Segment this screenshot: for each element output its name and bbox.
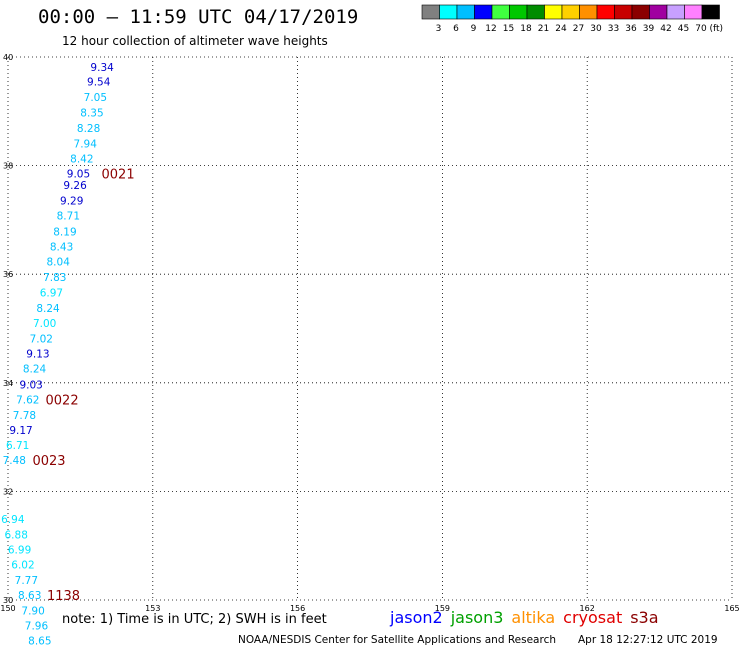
y-tick-label: 30 (3, 596, 13, 605)
legend-item: jason2 (390, 608, 443, 627)
y-tick-label: 34 (3, 379, 13, 388)
wave-height-value: 7.02 (30, 333, 53, 345)
wave-height-value: 8.04 (47, 257, 71, 269)
chart-title: 00:00 – 11:59 UTC 04/17/2019 (38, 6, 359, 28)
colorbar-unit: (ft) (710, 24, 724, 34)
wave-height-value: 9.03 (19, 379, 42, 391)
wave-height-value: 7.90 (21, 605, 44, 617)
wave-height-value: 7.62 (16, 395, 39, 407)
colorbar-label: 27 (573, 24, 584, 34)
footnote: note: 1) Time is in UTC; 2) SWH is in fe… (62, 612, 327, 627)
wave-height-value: 8.65 (28, 636, 51, 648)
wave-height-value: 7.77 (15, 575, 38, 587)
pass-time-label: 1138 (47, 589, 80, 604)
satellite-legend: jason2 jason3 altika cryosat s3a (390, 608, 667, 627)
x-tick-label: 153 (145, 604, 160, 613)
credit-text: NOAA/NESDIS Center for Satellite Applica… (238, 634, 556, 646)
wave-height-value: 7.00 (33, 318, 56, 330)
wave-height-value: 7.48 (3, 455, 26, 467)
wave-height-value: 8.43 (50, 242, 73, 254)
colorbar-label: 39 (643, 24, 655, 34)
colorbar-label: 30 (590, 24, 602, 34)
wave-height-value: 8.71 (57, 211, 80, 223)
colorbar-label: 45 (678, 24, 689, 34)
wave-height-value: 8.24 (36, 303, 60, 315)
y-tick-label: 40 (3, 53, 13, 62)
wave-height-value: 6.71 (6, 440, 29, 452)
wave-height-value: 6.02 (11, 560, 34, 572)
colorbar-label: 21 (538, 24, 549, 34)
colorbar-swatch (701, 4, 720, 20)
legend-item: cryosat (563, 608, 623, 627)
x-tick-label: 156 (290, 604, 305, 613)
colorbar-label: 9 (471, 24, 477, 34)
pass-time-label: 0023 (32, 454, 65, 469)
wave-height-value: 8.19 (53, 226, 76, 238)
generation-timestamp: Apr 18 12:27:12 UTC 2019 (578, 634, 718, 646)
wave-height-value: 7.78 (13, 410, 36, 422)
wave-height-value: 7.96 (25, 621, 49, 633)
wave-height-value: 8.42 (70, 154, 93, 166)
x-tick-label: 165 (724, 604, 739, 613)
wave-height-value: 9.54 (87, 76, 111, 88)
colorbar-label: 42 (660, 24, 671, 34)
wave-height-value: 8.63 (18, 590, 41, 602)
colorbar-label: 36 (625, 24, 637, 34)
colorbar-label: 6 (453, 24, 459, 34)
x-tick-label: 162 (580, 604, 595, 613)
wave-height-value: 9.26 (63, 180, 87, 192)
pass-time-label: 0022 (46, 394, 79, 409)
colorbar-label: 70 (695, 24, 707, 34)
wave-height-value: 6.99 (8, 545, 31, 557)
chart-subtitle: 12 hour collection of altimeter wave hei… (62, 34, 328, 48)
colorbar-label: 18 (520, 24, 532, 34)
colorbar-label: 3 (436, 24, 442, 34)
y-tick-label: 32 (3, 487, 13, 496)
legend-item: jason3 (450, 608, 504, 627)
wave-height-value: 8.24 (23, 364, 47, 376)
wave-height-value: 9.34 (90, 62, 114, 74)
wave-height-value: 7.05 (84, 92, 107, 104)
colorbar-label: 33 (608, 24, 619, 34)
wave-height-value: 6.97 (40, 288, 63, 300)
colorbar-label: 12 (485, 24, 496, 34)
pass-time-label: 0021 (102, 168, 135, 183)
colorbar: 3 6 9 12 15 18 21 24 27 30 33 36 39 42 45 70 (ft) (421, 4, 724, 34)
colorbar-label: 15 (503, 24, 514, 34)
colorbar-label: 24 (555, 24, 567, 34)
wave-height-value: 9.29 (60, 195, 83, 207)
wave-height-value: 7.94 (74, 138, 98, 150)
wave-height-value: 8.35 (80, 107, 103, 119)
legend-item: altika (511, 608, 556, 627)
wave-height-value: 7.83 (43, 272, 66, 284)
wave-height-value: 9.13 (26, 348, 49, 360)
x-tick-label: 150 (0, 604, 15, 613)
wave-height-value: 8.28 (77, 123, 100, 135)
legend-item: s3a (630, 608, 659, 627)
wave-height-value: 9.05 (67, 169, 90, 181)
x-tick-label: 159 (435, 604, 450, 613)
wave-height-value: 6.88 (5, 529, 28, 541)
y-tick-label: 38 (3, 162, 13, 171)
y-tick-label: 36 (3, 270, 13, 279)
wave-height-value: 9.17 (9, 425, 32, 437)
wave-height-value: 6.94 (1, 514, 25, 526)
